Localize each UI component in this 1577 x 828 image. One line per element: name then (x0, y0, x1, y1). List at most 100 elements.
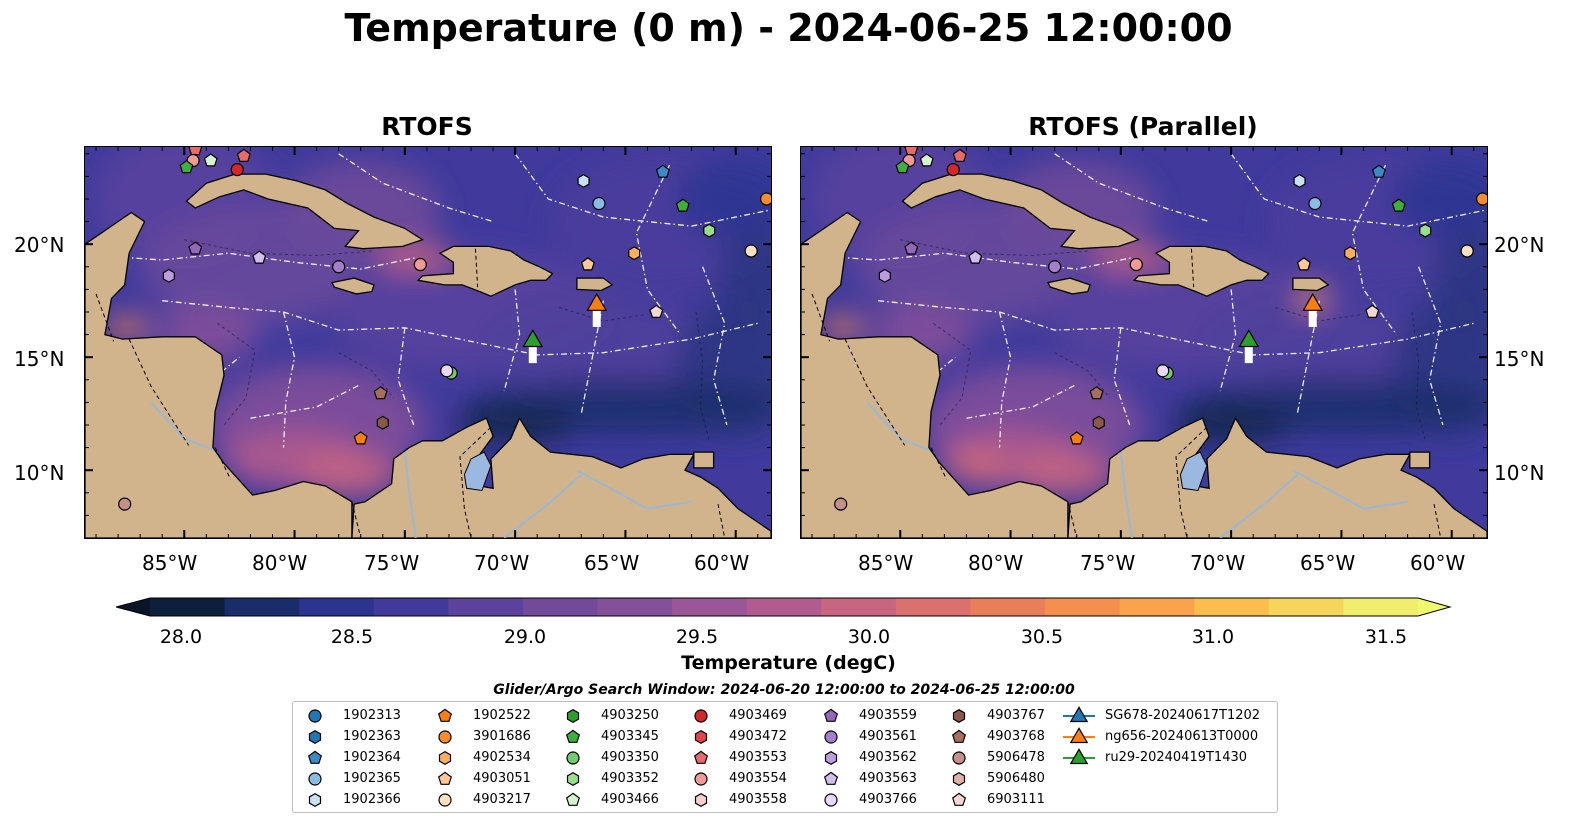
land-cuba (901, 173, 1140, 250)
glider-marker (1302, 292, 1324, 311)
x-tick-label: 80°W (252, 551, 308, 575)
argo-float-marker (1344, 246, 1357, 261)
legend-marker-icon (566, 772, 580, 786)
colorbar-segment (299, 598, 375, 616)
argo-float-marker (703, 223, 716, 238)
legend-marker-icon (951, 792, 967, 806)
glider-track-segment (1308, 308, 1317, 327)
glider-marker (586, 292, 608, 311)
legend-marker-icon (693, 750, 709, 764)
legend-marker-icon (438, 730, 452, 744)
legend-marker-icon (694, 709, 708, 723)
argo-float-marker (1371, 164, 1386, 178)
colorbar-segment (448, 598, 524, 616)
argo-float-marker (203, 153, 218, 167)
colorbar-tick-label: 28.5 (330, 626, 374, 648)
main-title: Temperature (0 m) - 2024-06-25 12:00:00 (344, 6, 1233, 50)
legend-triangle-icon (1069, 706, 1089, 723)
legend-marker-icon (824, 793, 838, 807)
land-puerto-rico (1292, 277, 1330, 292)
argo-float-marker (904, 241, 919, 255)
argo-float-marker (580, 257, 595, 271)
legend-marker-icon (438, 751, 452, 765)
legend-pentagon-icon (951, 729, 967, 743)
land-central-america (85, 211, 353, 538)
legend-pentagon-icon (823, 771, 839, 785)
legend-circle-icon (694, 772, 708, 786)
colorbar-tick-label: 30.0 (847, 626, 891, 648)
map-panel-rtofs-parallel[interactable] (800, 146, 1488, 539)
temperature-field (85, 147, 771, 511)
legend-hexagon-icon (694, 730, 708, 744)
legend-marker-icon (308, 793, 322, 807)
legend-label: ru29-20240419T1430 (1105, 750, 1248, 765)
country-borders (811, 248, 1442, 538)
argo-float-marker (1460, 244, 1474, 258)
land-jamaica (1047, 277, 1091, 295)
legend-label: 4903352 (601, 771, 659, 786)
legend-marker-icon (1063, 727, 1095, 744)
legend-hexagon-icon (824, 751, 838, 765)
legend-marker-icon (823, 771, 839, 785)
legend-pentagon-icon (693, 750, 709, 764)
argo-float-marker (376, 415, 389, 430)
legend-label: 1902313 (343, 708, 401, 723)
x-tick-label: 65°W (1300, 551, 1356, 575)
legend-circle-icon (438, 730, 452, 744)
legend-marker-icon (952, 772, 966, 786)
argo-float-marker (577, 173, 590, 188)
map-panel-rtofs[interactable] (84, 146, 772, 539)
argo-float-marker (373, 386, 388, 400)
y-tick-label: 20°N (1494, 233, 1545, 257)
legend-label: 4903554 (729, 771, 787, 786)
x-tick-label: 70°W (1190, 551, 1246, 575)
legend-circle-icon (308, 709, 322, 723)
argo-float-marker (834, 497, 848, 511)
argo-float-marker (162, 268, 175, 283)
legend-hexagon-icon (308, 730, 322, 744)
land-central-america (801, 211, 1069, 538)
argo-float-marker (1092, 415, 1105, 430)
x-tick-label: 65°W (584, 551, 640, 575)
argo-float-marker (919, 153, 934, 167)
legend-pentagon-icon (437, 771, 453, 785)
colorbar-label: Temperature (degC) (681, 652, 896, 674)
legend-hexagon-icon (952, 709, 966, 723)
lake-maracaibo (463, 451, 492, 492)
argo-float-marker (655, 164, 670, 178)
land-hispaniola (416, 245, 554, 297)
colorbar-tick-label: 29.5 (675, 626, 719, 648)
legend-marker-icon (824, 730, 838, 744)
axis-ticks (801, 147, 1487, 538)
colorbar-outline (116, 597, 1452, 617)
glider-track-segment (1244, 345, 1253, 364)
legend-label: 6903111 (987, 792, 1045, 807)
argo-float-marker (1089, 386, 1104, 400)
x-tick-label: 75°W (1080, 551, 1136, 575)
legend-marker-icon (1063, 706, 1095, 723)
land-puerto-rico (576, 277, 614, 292)
legend-label: 5906480 (987, 771, 1045, 786)
legend-marker-icon (952, 709, 966, 723)
x-tick-label: 85°W (858, 551, 914, 575)
legend-hexagon-icon (308, 793, 322, 807)
legend-circle-icon (694, 709, 708, 723)
colorbar-segment (970, 598, 1046, 616)
argo-float-marker (1156, 364, 1170, 378)
legend-marker-icon (694, 772, 708, 786)
legend-marker-icon (566, 709, 580, 723)
legend-pentagon-icon (307, 750, 323, 764)
y-tick-label: 20°N (14, 233, 65, 257)
search-window-caption: Glider/Argo Search Window: 2024-06-20 12… (493, 682, 1075, 698)
argo-float-marker (628, 246, 641, 261)
argo-float-marker (1419, 223, 1432, 238)
legend-label: SG678-20240617T1202 (1105, 708, 1261, 723)
legend-marker-icon (694, 793, 708, 807)
x-tick-label: 85°W (142, 551, 198, 575)
map-canvas-rtofs[interactable] (85, 147, 771, 538)
colorbar-segment (597, 598, 673, 616)
colorbar-segment (1045, 598, 1121, 616)
map-canvas-rtofs-parallel[interactable] (801, 147, 1487, 538)
argo-float-marker (440, 364, 454, 378)
legend-marker-icon (437, 708, 453, 722)
